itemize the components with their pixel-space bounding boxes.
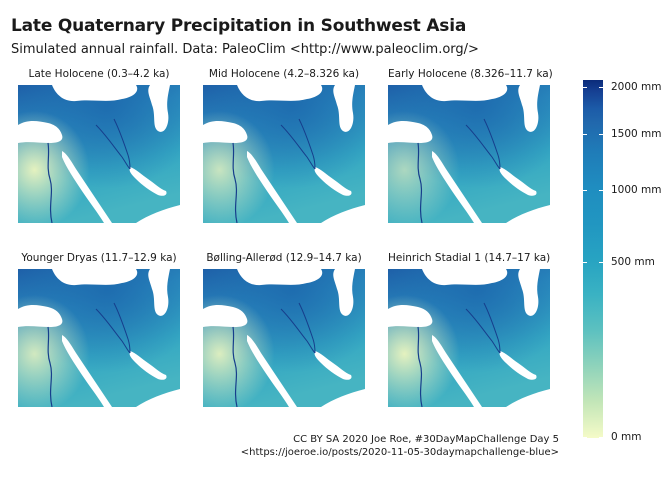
- map-panel-early-holocene: Early Holocene (8.326–11.7 ka): [388, 66, 553, 223]
- panel-title: Younger Dryas (11.7–12.9 ka): [21, 252, 177, 264]
- mediterranean-sea: [18, 305, 63, 327]
- map-panel-mid-holocene: Mid Holocene (4.2–8.326 ka): [203, 66, 365, 223]
- black-sea: [422, 269, 508, 286]
- mediterranean-sea: [203, 305, 248, 327]
- legend-tick-label: 0 mm: [611, 431, 642, 443]
- arabian-sea: [321, 389, 365, 407]
- caspian-sea: [333, 85, 355, 132]
- mediterranean-sea: [18, 121, 63, 143]
- legend-tick-label: 2000 mm: [611, 81, 662, 93]
- euphrates-river: [95, 124, 131, 170]
- panel-title: Early Holocene (8.326–11.7 ka): [388, 68, 553, 80]
- euphrates-river: [280, 308, 316, 354]
- caspian-sea: [518, 85, 540, 132]
- panel-title: Late Holocene (0.3–4.2 ka): [28, 68, 170, 80]
- persian-gulf: [314, 351, 352, 380]
- arabian-sea: [136, 389, 180, 407]
- caspian-sea: [518, 269, 540, 316]
- legend-tick-label: 1000 mm: [611, 183, 662, 196]
- mediterranean-sea: [388, 121, 433, 143]
- arabian-sea: [506, 389, 550, 407]
- credit-caption: CC BY SA 2020 Joe Roe, #30DayMapChalleng…: [241, 433, 559, 459]
- euphrates-river: [465, 308, 501, 354]
- tigris-river: [298, 118, 316, 170]
- map-panel-younger-dryas: Younger Dryas (11.7–12.9 ka): [18, 250, 180, 407]
- black-sea: [422, 85, 508, 102]
- legend-tick-label: 500 mm: [611, 256, 655, 268]
- caption-url: <https://joeroe.io/posts/2020-11-05-30da…: [240, 447, 559, 458]
- nile-river: [232, 326, 238, 407]
- nile-river: [417, 326, 423, 407]
- persian-gulf: [499, 351, 537, 380]
- black-sea: [52, 269, 138, 286]
- red-sea: [62, 335, 112, 407]
- persian-gulf: [129, 167, 167, 196]
- tigris-river: [298, 302, 316, 354]
- page-subtitle: Simulated annual rainfall. Data: PaleoCl…: [11, 42, 479, 57]
- precipitation-map: [388, 85, 550, 223]
- tigris-river: [483, 302, 501, 354]
- tigris-river: [113, 302, 131, 354]
- arabian-sea: [321, 205, 365, 223]
- map-panel-heinrich-stadial-1: Heinrich Stadial 1 (14.7–17 ka): [388, 250, 550, 407]
- red-sea: [247, 335, 297, 407]
- black-sea: [52, 85, 138, 102]
- euphrates-river: [465, 124, 501, 170]
- red-sea: [247, 151, 297, 223]
- persian-gulf: [129, 351, 167, 380]
- red-sea: [432, 151, 482, 223]
- panel-title: Mid Holocene (4.2–8.326 ka): [208, 68, 360, 80]
- nile-river: [47, 326, 53, 407]
- black-sea: [237, 85, 323, 102]
- persian-gulf: [499, 167, 537, 196]
- euphrates-river: [95, 308, 131, 354]
- tigris-river: [483, 118, 501, 170]
- caspian-sea: [148, 269, 170, 316]
- nile-river: [47, 142, 53, 223]
- map-panel-bolling-allerod: Bølling-Allerød (12.9–14.7 ka): [203, 250, 365, 407]
- mediterranean-sea: [203, 121, 248, 143]
- precipitation-map: [18, 269, 180, 407]
- precipitation-map: [18, 85, 180, 223]
- red-sea: [62, 151, 112, 223]
- map-panel-late-holocene: Late Holocene (0.3–4.2 ka): [18, 66, 180, 223]
- caspian-sea: [148, 85, 170, 132]
- legend-tick: [583, 437, 603, 438]
- legend-color-bar: [583, 80, 603, 438]
- page-title: Late Quaternary Precipitation in Southwe…: [11, 16, 467, 36]
- legend-tick: [583, 87, 603, 88]
- legend-tick: [583, 133, 603, 135]
- arabian-sea: [506, 205, 550, 223]
- nile-river: [417, 142, 423, 223]
- legend-tick: [583, 262, 603, 263]
- panel-title: Heinrich Stadial 1 (14.7–17 ka): [388, 252, 551, 264]
- mediterranean-sea: [388, 305, 433, 327]
- persian-gulf: [314, 167, 352, 196]
- red-sea: [432, 335, 482, 407]
- precipitation-legend: 2000 mm 1500 mm 1000 mm 500 mm 0 mm: [583, 80, 662, 443]
- precipitation-map: [203, 85, 365, 223]
- nile-river: [232, 142, 238, 223]
- caption-license: CC BY SA 2020 Joe Roe, #30DayMapChalleng…: [293, 434, 559, 445]
- tigris-river: [113, 118, 131, 170]
- black-sea: [237, 269, 323, 286]
- precipitation-map: [388, 269, 550, 407]
- euphrates-river: [280, 124, 316, 170]
- legend-tick: [583, 189, 603, 191]
- arabian-sea: [136, 205, 180, 223]
- caspian-sea: [333, 269, 355, 316]
- panel-title: Bølling-Allerød (12.9–14.7 ka): [206, 252, 362, 264]
- legend-tick-label: 1500 mm: [611, 127, 662, 140]
- precipitation-map: [203, 269, 365, 407]
